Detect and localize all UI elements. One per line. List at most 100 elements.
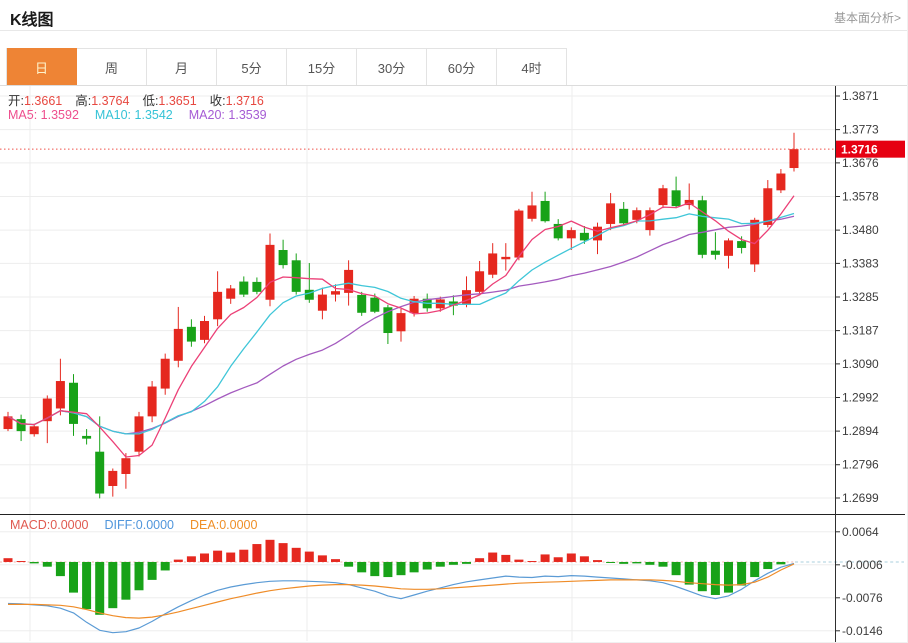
macd-legend: MACD:0.0000 DIFF:0.0000 DEA:0.0000 bbox=[10, 518, 273, 532]
tab-day[interactable]: 日 bbox=[7, 48, 77, 85]
candle-body bbox=[160, 358, 170, 389]
macd-bar bbox=[422, 561, 432, 570]
macd-bar bbox=[173, 559, 183, 562]
macd-bar bbox=[291, 547, 301, 562]
macd-bar bbox=[29, 561, 39, 564]
tab-5min[interactable]: 5分 bbox=[217, 48, 287, 85]
macd-bar bbox=[69, 561, 78, 593]
macd-bar bbox=[278, 543, 288, 562]
macd-bar bbox=[435, 561, 445, 567]
macd-bar bbox=[42, 561, 52, 567]
candle-body bbox=[409, 298, 419, 314]
tab-month[interactable]: 月 bbox=[147, 48, 217, 85]
candles bbox=[3, 132, 799, 499]
candle-body bbox=[632, 210, 642, 220]
current-price-tag bbox=[836, 140, 905, 158]
interval-tabs: 日周月 5分 15分 30分 60分 4时 bbox=[6, 48, 907, 85]
candle-body bbox=[488, 253, 498, 275]
candle-body bbox=[776, 173, 786, 191]
macd-bar bbox=[658, 561, 668, 567]
macd-tick-label: -0.0006 bbox=[842, 558, 883, 572]
candle-body bbox=[383, 307, 393, 334]
macd-bar bbox=[304, 551, 314, 562]
price-tick-label: 1.3676 bbox=[842, 156, 879, 170]
macd-bar bbox=[121, 561, 131, 600]
diff-value: 0.0000 bbox=[135, 518, 174, 532]
candle-body bbox=[95, 451, 105, 494]
macd-bar bbox=[710, 561, 720, 595]
tab-60min[interactable]: 60分 bbox=[427, 48, 497, 85]
macd-bar bbox=[448, 561, 458, 565]
macd-bar bbox=[396, 561, 406, 576]
macd-bar bbox=[501, 554, 511, 562]
macd-bar bbox=[632, 561, 642, 564]
macd-bar bbox=[540, 554, 550, 562]
candle-body bbox=[213, 291, 223, 320]
macd-bar bbox=[409, 561, 419, 573]
macd-bar bbox=[252, 544, 262, 562]
candle-body bbox=[278, 250, 288, 266]
candle-body bbox=[553, 223, 563, 239]
tab-week[interactable]: 周 bbox=[77, 48, 147, 85]
macd-value: 0.0000 bbox=[50, 518, 89, 532]
candle-body bbox=[671, 190, 681, 207]
candle-body bbox=[579, 232, 589, 241]
macd-bar bbox=[147, 561, 157, 580]
macd-bar bbox=[724, 561, 733, 593]
tab-15min[interactable]: 15分 bbox=[287, 48, 357, 85]
candle-body bbox=[3, 416, 13, 430]
price-tick-label: 1.3187 bbox=[842, 324, 879, 338]
current-price-tag-text: 1.3716 bbox=[841, 143, 878, 157]
macd-bar bbox=[462, 561, 471, 564]
macd-bar bbox=[488, 552, 498, 562]
kline-chart[interactable]: 1.3871 1.3773 1.3676 1.3578 1.3480 1.3383 1.32… bbox=[0, 85, 908, 643]
interval-tab-bar: 日周月 5分 15分 30分 60分 4时 bbox=[0, 48, 907, 86]
ma10-line bbox=[7, 212, 795, 435]
price-tick-label: 1.3383 bbox=[842, 256, 879, 270]
dea-label: DEA: bbox=[190, 518, 220, 532]
price-tick-label: 1.2699 bbox=[842, 491, 879, 505]
ma10-label: MA10: bbox=[94, 108, 132, 122]
macd-bar bbox=[200, 553, 209, 562]
ma5-value: 1.3592 bbox=[40, 108, 79, 122]
price-tick-label: 1.2796 bbox=[842, 458, 879, 472]
low-label: 低: bbox=[142, 94, 159, 108]
macd-tick-label: 0.0064 bbox=[842, 525, 879, 539]
candle-body bbox=[29, 426, 39, 435]
fundamental-analysis-link[interactable]: 基本面分析> bbox=[833, 11, 901, 25]
candle-body bbox=[710, 250, 720, 255]
macd-bar bbox=[265, 539, 275, 562]
macd-bar bbox=[475, 558, 485, 562]
macd-bar bbox=[645, 561, 655, 565]
candle-body bbox=[239, 281, 249, 295]
macd-bar bbox=[186, 556, 196, 562]
close-label: 收: bbox=[209, 94, 226, 108]
macd-bar bbox=[317, 555, 327, 562]
macd-bar bbox=[593, 560, 602, 562]
macd-bar bbox=[606, 561, 616, 563]
tab-4hour[interactable]: 4时 bbox=[497, 48, 567, 85]
price-tick-label: 1.2894 bbox=[842, 424, 879, 438]
candle-body bbox=[448, 301, 458, 306]
macd-tick-label: -0.0146 bbox=[842, 624, 883, 638]
macd-bar bbox=[134, 561, 144, 591]
macd-bar bbox=[383, 561, 393, 578]
macd-bar bbox=[82, 561, 92, 610]
candle-body bbox=[173, 328, 183, 361]
price-tick-label: 1.3871 bbox=[842, 89, 879, 103]
open-value: 1.3661 bbox=[23, 94, 63, 108]
macd-bar bbox=[108, 561, 118, 609]
dea-line bbox=[8, 563, 795, 619]
ma20-line bbox=[7, 215, 795, 435]
ma-legend: MA5: 1.3592 MA10: 1.3542 MA20: 1.3539 bbox=[8, 108, 283, 122]
macd-bar bbox=[776, 561, 786, 565]
macd-bar bbox=[763, 561, 773, 570]
tab-30min[interactable]: 30分 bbox=[357, 48, 427, 85]
macd-bar bbox=[357, 561, 367, 573]
axis-tick-labels: 1.3871 1.3773 1.3676 1.3578 1.3480 1.3383 1.32… bbox=[835, 89, 883, 638]
close-value: 1.3716 bbox=[225, 94, 264, 108]
header: K线图 基本面分析> bbox=[0, 0, 907, 31]
candle-body bbox=[462, 290, 471, 304]
macd-bar bbox=[566, 553, 576, 562]
candle-body bbox=[370, 297, 380, 312]
